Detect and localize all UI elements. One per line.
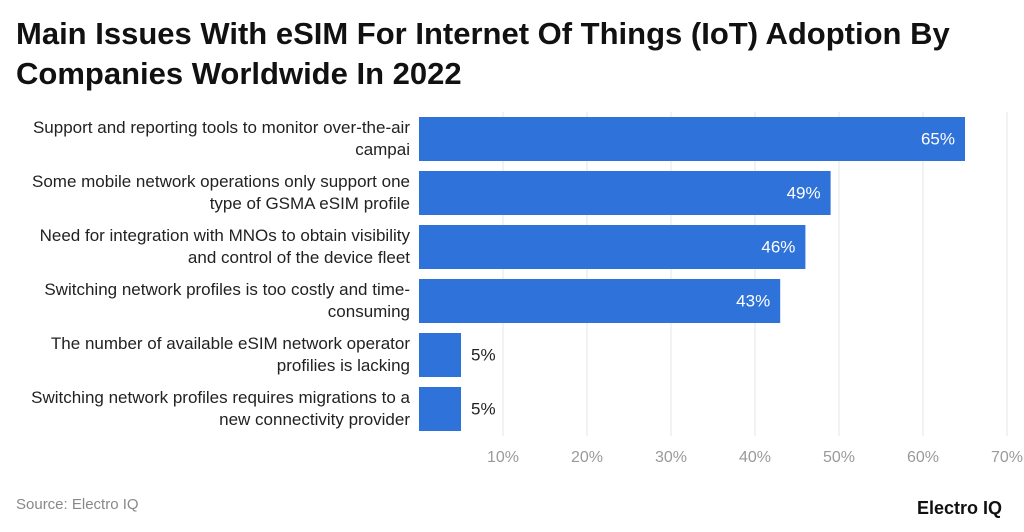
category-label: Switching network profiles requires migr…	[31, 388, 410, 429]
x-tick-label: 30%	[655, 449, 687, 466]
category-label: Need for integration with MNOs to obtain…	[39, 226, 410, 267]
category-label: The number of available eSIM network ope…	[50, 334, 410, 375]
bar	[419, 279, 781, 323]
value-label: 49%	[787, 183, 821, 202]
bar	[419, 387, 461, 431]
chart-title: Main Issues With eSIM For Internet Of Th…	[16, 16, 950, 91]
category-label: Some mobile network operations only supp…	[32, 172, 410, 213]
x-tick-label: 50%	[823, 449, 855, 466]
bar	[419, 171, 831, 215]
bar	[419, 225, 806, 269]
bar	[419, 333, 461, 377]
value-label: 43%	[736, 291, 770, 310]
value-label: 5%	[471, 345, 496, 364]
x-tick-label: 10%	[487, 449, 519, 466]
value-label: 5%	[471, 399, 496, 418]
value-label: 46%	[761, 237, 795, 256]
x-tick-label: 40%	[739, 449, 771, 466]
value-label: 65%	[921, 129, 955, 148]
category-label: Switching network profiles is too costly…	[44, 280, 410, 321]
x-tick-label: 70%	[991, 449, 1023, 466]
source: Source: Electro IQ	[16, 496, 139, 513]
category-label: Support and reporting tools to monitor o…	[32, 118, 410, 159]
bar	[419, 117, 965, 161]
x-tick-label: 60%	[907, 449, 939, 466]
brand-logo: Electro IQ	[916, 498, 1002, 518]
x-tick-label: 20%	[571, 449, 603, 466]
